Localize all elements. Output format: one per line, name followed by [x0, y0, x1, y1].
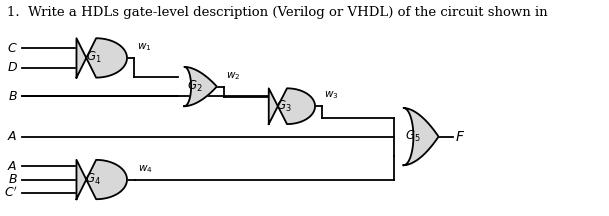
Text: $G_1$: $G_1$ [85, 50, 101, 65]
Text: $w_2$: $w_2$ [226, 70, 240, 81]
Text: 1.  Write a HDLs gate-level description (Verilog or VHDL) of the circuit shown i: 1. Write a HDLs gate-level description (… [7, 6, 547, 19]
Text: $G_4$: $G_4$ [85, 172, 101, 187]
Text: $C'$: $C'$ [4, 185, 18, 200]
Polygon shape [77, 160, 127, 199]
Text: $G_5$: $G_5$ [406, 129, 421, 144]
Polygon shape [404, 108, 438, 165]
Text: $F$: $F$ [456, 130, 465, 144]
Text: $w_1$: $w_1$ [136, 41, 151, 52]
Text: $B$: $B$ [8, 173, 18, 186]
Polygon shape [185, 67, 217, 106]
Text: $G_3$: $G_3$ [276, 99, 292, 114]
Polygon shape [269, 88, 315, 124]
Text: $A$: $A$ [7, 130, 18, 143]
Polygon shape [77, 38, 127, 78]
Text: $w_3$: $w_3$ [324, 89, 339, 101]
Text: $w_4$: $w_4$ [138, 163, 152, 175]
Text: $G_2$: $G_2$ [186, 79, 202, 94]
Text: $C$: $C$ [7, 42, 18, 55]
Text: $B$: $B$ [8, 90, 18, 103]
Text: $D$: $D$ [7, 61, 18, 74]
Text: $A$: $A$ [7, 160, 18, 173]
